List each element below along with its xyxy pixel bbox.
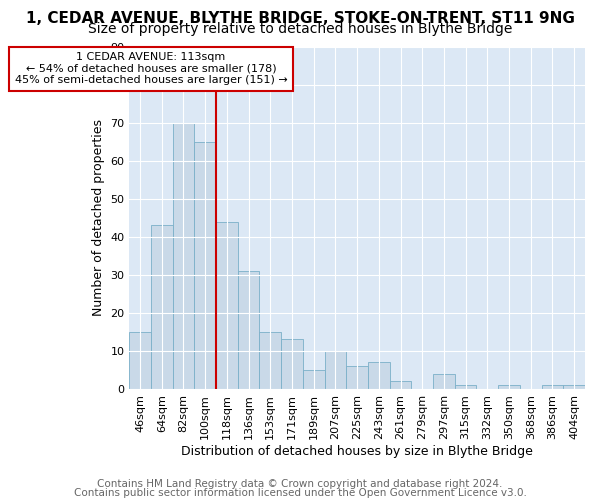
Bar <box>173 122 194 389</box>
Bar <box>368 362 389 389</box>
Text: 1, CEDAR AVENUE, BLYTHE BRIDGE, STOKE-ON-TRENT, ST11 9NG: 1, CEDAR AVENUE, BLYTHE BRIDGE, STOKE-ON… <box>26 11 574 26</box>
Bar <box>389 382 412 389</box>
Bar <box>281 340 303 389</box>
Bar <box>325 351 346 389</box>
Text: Contains HM Land Registry data © Crown copyright and database right 2024.: Contains HM Land Registry data © Crown c… <box>97 479 503 489</box>
Bar <box>433 374 455 389</box>
Bar <box>151 226 173 389</box>
Bar <box>455 385 476 389</box>
Bar <box>498 385 520 389</box>
Text: Contains public sector information licensed under the Open Government Licence v3: Contains public sector information licen… <box>74 488 526 498</box>
Bar <box>563 385 585 389</box>
Bar <box>129 332 151 389</box>
Bar <box>303 370 325 389</box>
Text: 1 CEDAR AVENUE: 113sqm
← 54% of detached houses are smaller (178)
45% of semi-de: 1 CEDAR AVENUE: 113sqm ← 54% of detached… <box>14 52 287 86</box>
Bar <box>346 366 368 389</box>
Y-axis label: Number of detached properties: Number of detached properties <box>92 119 104 316</box>
Bar <box>259 332 281 389</box>
Bar <box>194 142 216 389</box>
Bar <box>238 271 259 389</box>
Text: Size of property relative to detached houses in Blythe Bridge: Size of property relative to detached ho… <box>88 22 512 36</box>
Bar <box>542 385 563 389</box>
X-axis label: Distribution of detached houses by size in Blythe Bridge: Distribution of detached houses by size … <box>181 444 533 458</box>
Bar <box>216 222 238 389</box>
